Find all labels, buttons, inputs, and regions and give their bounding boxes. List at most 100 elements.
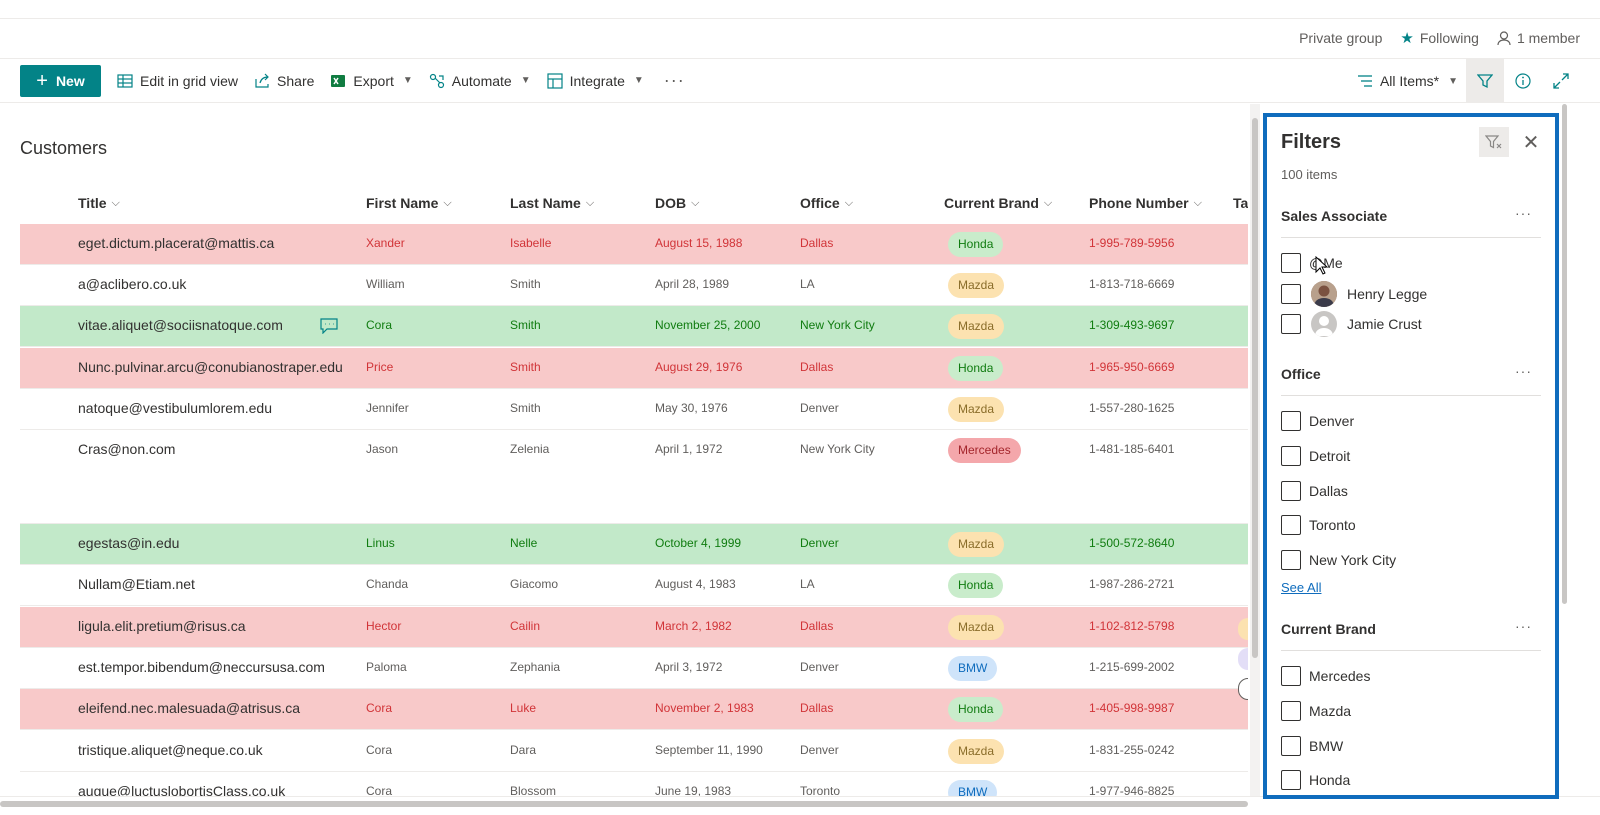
- checkbox[interactable]: [1281, 284, 1301, 304]
- cell-dob: June 19, 1983: [655, 784, 732, 797]
- list-view: Title ⌵ First Name ⌵ Last Name ⌵ DOB ⌵ Offic…: [20, 182, 1248, 797]
- share-button[interactable]: Share: [254, 65, 314, 97]
- cell-dob: October 4, 1999: [655, 536, 742, 550]
- filter-option-new-york-city[interactable]: New York City: [1281, 549, 1396, 571]
- table-row[interactable]: eleifend.nec.malesuada@atrisus.ca Cora Luk…: [20, 689, 1248, 730]
- table-row[interactable]: egestas@in.edu Linus Nelle October 4, 1999 D…: [20, 524, 1248, 565]
- list-scrollbar-thumb[interactable]: [1252, 118, 1258, 658]
- filter-option-bmw[interactable]: BMW: [1281, 735, 1343, 757]
- privacy-label: Private group: [1299, 30, 1383, 46]
- current-brand-more-button[interactable]: ···: [1515, 618, 1532, 634]
- more-commands-button[interactable]: ···: [663, 70, 685, 90]
- avatar: [1311, 311, 1337, 337]
- view-selector[interactable]: All Items* ▼: [1357, 73, 1458, 89]
- cell-title[interactable]: tristique.aliquet@neque.co.uk: [78, 742, 263, 758]
- filter-option-toronto[interactable]: Toronto: [1281, 514, 1356, 536]
- filter-option-denver[interactable]: Denver: [1281, 410, 1354, 432]
- cell-last: Smith: [510, 318, 541, 332]
- column-header-dob[interactable]: DOB ⌵: [655, 195, 699, 211]
- cell-title[interactable]: eleifend.nec.malesuada@atrisus.ca: [78, 700, 301, 716]
- expand-button[interactable]: [1542, 59, 1580, 103]
- automate-button[interactable]: Automate ▼: [429, 65, 531, 97]
- page-scrollbar-thumb[interactable]: [1562, 104, 1567, 604]
- brand-pill: BMW: [948, 656, 998, 681]
- column-header-current-brand[interactable]: Current Brand ⌵: [944, 195, 1052, 211]
- office-more-button[interactable]: ···: [1515, 363, 1532, 379]
- table-row[interactable]: Nunc.pulvinar.arcu@conubianostraper.edu P…: [20, 348, 1248, 389]
- filter-option-me[interactable]: @Me: [1281, 252, 1343, 274]
- column-header-title[interactable]: Title ⌵: [78, 195, 120, 211]
- filter-option-jamie-crust[interactable]: Jamie Crust: [1281, 311, 1422, 337]
- cell-title[interactable]: augue@luctuslobortisClass.co.uk: [78, 783, 286, 797]
- checkbox[interactable]: [1281, 736, 1301, 756]
- table-row[interactable]: natoque@vestibulumlorem.edu Jennifer Smith…: [20, 389, 1248, 430]
- table-row[interactable]: est.tempor.bibendum@neccursusa.com Paloma…: [20, 648, 1248, 689]
- export-button[interactable]: Export ▼: [330, 65, 413, 97]
- option-label: Denver: [1309, 413, 1355, 429]
- cell-title[interactable]: est.tempor.bibendum@neccursusa.com: [78, 659, 325, 675]
- new-button[interactable]: + New: [20, 64, 101, 97]
- column-header-office[interactable]: Office ⌵: [800, 195, 853, 211]
- checkbox[interactable]: [1281, 666, 1301, 686]
- cell-last: Blossom: [510, 784, 557, 797]
- filter-option-mercedes[interactable]: Mercedes: [1281, 665, 1370, 687]
- filter-option-henry-legge[interactable]: Henry Legge: [1281, 281, 1427, 307]
- brand-pill: Honda: [948, 232, 1004, 257]
- horizontal-scrollbar-thumb[interactable]: [0, 801, 1248, 807]
- cell-phone: 1-215-699-2002: [1089, 660, 1175, 674]
- section-divider: [1281, 395, 1541, 396]
- column-header-truncated[interactable]: Ta: [1233, 195, 1248, 211]
- filter-option-honda[interactable]: Honda: [1281, 769, 1350, 791]
- brand-pill: BMW: [948, 780, 998, 797]
- cell-title[interactable]: Cras@non.com: [78, 441, 176, 457]
- cell-last: Smith: [510, 401, 541, 415]
- checkbox[interactable]: [1281, 701, 1301, 721]
- table-row[interactable]: tristique.aliquet@neque.co.uk Cora Dara Sep…: [20, 731, 1248, 772]
- checkbox[interactable]: [1281, 515, 1301, 535]
- edit-grid-button[interactable]: Edit in grid view: [117, 65, 238, 97]
- members-button[interactable]: 1 member: [1497, 30, 1580, 46]
- cell-last: Dara: [510, 743, 537, 757]
- column-header-last-name[interactable]: Last Name ⌵: [510, 195, 594, 211]
- checkbox[interactable]: [1281, 550, 1301, 570]
- horizontal-scrollbar[interactable]: [0, 796, 1600, 815]
- table-row[interactable]: Nullam@Etiam.net Chanda Giacomo August 4, 1…: [20, 565, 1248, 606]
- table-row[interactable]: augue@luctuslobortisClass.co.uk Cora Bloss…: [20, 772, 1248, 797]
- cell-last: Smith: [510, 360, 541, 374]
- clear-filters-button[interactable]: [1479, 127, 1509, 157]
- table-row[interactable]: ligula.elit.pretium@risus.ca Hector Cailin…: [20, 607, 1248, 648]
- cell-title[interactable]: Nunc.pulvinar.arcu@conubianostraper.edu: [78, 359, 343, 375]
- cell-title[interactable]: egestas@in.edu: [78, 535, 180, 551]
- close-icon[interactable]: ✕: [1522, 131, 1540, 154]
- share-icon: [255, 73, 269, 88]
- cell-title[interactable]: vitae.aliquet@sociisnatoque.com: [78, 317, 283, 333]
- sales-associate-more-button[interactable]: ···: [1515, 205, 1532, 221]
- cell-title[interactable]: a@aclibero.co.uk: [78, 276, 187, 292]
- cell-dob: August 4, 1983: [655, 577, 736, 591]
- filter-pane-button[interactable]: [1466, 59, 1504, 103]
- table-row[interactable]: Cras@non.com Jason Zelenia April 1, 1972 New…: [20, 430, 1248, 524]
- table-row[interactable]: vitae.aliquet@sociisnatoque.com Cora Smith…: [20, 306, 1248, 347]
- see-all-link[interactable]: See All: [1281, 580, 1322, 595]
- filter-option-dallas[interactable]: Dallas: [1281, 480, 1348, 502]
- checkbox[interactable]: [1281, 411, 1301, 431]
- table-row[interactable]: a@aclibero.co.uk William Smith April 28, 19…: [20, 265, 1248, 306]
- filter-option-detroit[interactable]: Detroit: [1281, 445, 1350, 467]
- filter-option-mazda[interactable]: Mazda: [1281, 700, 1351, 722]
- checkbox[interactable]: [1281, 446, 1301, 466]
- checkbox[interactable]: [1281, 770, 1301, 790]
- column-header-phone-number[interactable]: Phone Number ⌵: [1089, 195, 1202, 211]
- following-button[interactable]: ★ Following: [1400, 29, 1479, 47]
- cell-title[interactable]: ligula.elit.pretium@risus.ca: [78, 618, 246, 634]
- table-row[interactable]: eget.dictum.placerat@mattis.ca Xander Isab…: [20, 224, 1248, 265]
- checkbox[interactable]: [1281, 314, 1301, 334]
- checkbox[interactable]: [1281, 481, 1301, 501]
- integrate-button[interactable]: Integrate ▼: [547, 65, 644, 97]
- cell-title[interactable]: eget.dictum.placerat@mattis.ca: [78, 235, 275, 251]
- comment-icon[interactable]: [320, 318, 338, 334]
- checkbox[interactable]: [1281, 253, 1301, 273]
- cell-title[interactable]: Nullam@Etiam.net: [78, 576, 195, 592]
- column-header-first-name[interactable]: First Name ⌵: [366, 195, 452, 211]
- info-button[interactable]: [1504, 59, 1542, 103]
- cell-title[interactable]: natoque@vestibulumlorem.edu: [78, 400, 272, 416]
